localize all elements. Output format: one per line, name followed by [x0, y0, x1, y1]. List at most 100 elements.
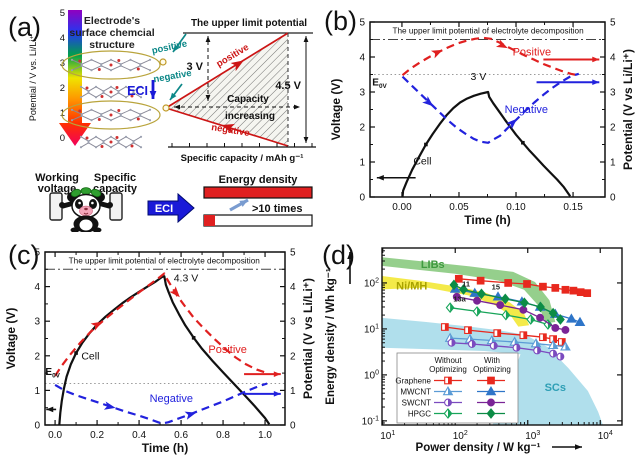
svg-text:0.05: 0.05 [449, 202, 469, 213]
working-voltage-label: voltage [38, 183, 77, 195]
region-libs [382, 257, 556, 324]
svg-text:Voltage (V): Voltage (V) [4, 308, 18, 370]
svg-text:13a: 13a [453, 294, 466, 303]
svg-text:SCs: SCs [545, 382, 566, 394]
svg-text:Cell: Cell [81, 350, 99, 362]
svg-text:2: 2 [34, 351, 40, 362]
svg-text:1.0: 1.0 [258, 430, 272, 441]
svg-text:100: 100 [364, 369, 379, 381]
svg-text:SWCNT: SWCNT [402, 399, 431, 408]
svg-text:Positive: Positive [513, 46, 552, 58]
electrode-structure-label: structure [89, 39, 135, 51]
electrode-structure-label: surface chemcial [69, 27, 154, 39]
svg-text:2: 2 [359, 123, 365, 134]
eci-arrow-icon [147, 192, 195, 224]
eci-arrow-label: ECI [155, 203, 173, 215]
potential-colorbar-arrowhead-icon [59, 123, 91, 146]
svg-text:Cell: Cell [413, 155, 431, 167]
svg-text:0: 0 [359, 193, 365, 204]
svg-text:Voltage (V): Voltage (V) [329, 79, 343, 141]
series-hpgc-without [445, 302, 553, 330]
svg-text:Graphene: Graphene [395, 377, 431, 386]
energy-density-label: Energy density [219, 174, 299, 186]
four-five-v-label: 4.5 V [275, 80, 301, 92]
svg-text:Optimizing: Optimizing [429, 365, 467, 374]
svg-text:Power density / W kg⁻¹: Power density / W kg⁻¹ [416, 442, 541, 454]
svg-text:1: 1 [34, 386, 40, 397]
svg-text:E0V: E0V [372, 78, 387, 91]
svg-text:0.2: 0.2 [90, 430, 104, 441]
specific-capacity-label: Specific [94, 172, 136, 184]
svg-text:Potential (V vs Li/Li⁺): Potential (V vs Li/Li⁺) [301, 278, 315, 399]
svg-text:10-1: 10-1 [362, 415, 379, 427]
svg-text:4: 4 [290, 282, 296, 293]
svg-text:Time (h): Time (h) [142, 441, 188, 455]
svg-text:0: 0 [290, 421, 296, 432]
svg-text:2: 2 [290, 351, 296, 362]
svg-text:1: 1 [359, 158, 365, 169]
working-voltage-label: Working [35, 172, 79, 184]
svg-text:0.4: 0.4 [132, 430, 146, 441]
svg-text:3 V: 3 V [470, 71, 486, 83]
svg-text:4.3 V: 4.3 V [174, 272, 199, 284]
svg-text:1: 1 [610, 158, 616, 169]
svg-text:102: 102 [453, 430, 468, 442]
energy-bar-small [203, 214, 313, 227]
svg-text:101: 101 [364, 323, 379, 335]
energy-bar-small-fill [204, 215, 215, 226]
series-swcnt-with [452, 292, 570, 334]
svg-text:0: 0 [34, 421, 40, 432]
triangle-edge-positive [165, 32, 289, 109]
svg-text:4: 4 [34, 282, 40, 293]
svg-text:5: 5 [290, 248, 296, 259]
svg-text:5: 5 [359, 18, 365, 29]
colorbar-tick: 0 [60, 133, 65, 144]
capacity-triangle-hatched [166, 33, 288, 146]
svg-text:1: 1 [290, 386, 296, 397]
panel-b-axes: 0.00 0.05 0.10 0.15 0 0 1 1 2 2 3 3 4 4 5 5 [359, 18, 616, 214]
molecule-structures [70, 58, 152, 149]
electrode-ellipse-top [61, 50, 161, 80]
svg-text:4: 4 [359, 53, 365, 64]
capacity-label: Capacity [227, 94, 269, 105]
specific-capacity-axis-label: Specific capacity / mAh g⁻¹ [181, 153, 304, 164]
svg-text:0.10: 0.10 [506, 202, 526, 213]
svg-text:Negative: Negative [150, 393, 193, 405]
times-label: >10 times [252, 203, 302, 215]
svg-text:11: 11 [462, 280, 470, 289]
svg-text:5: 5 [34, 248, 40, 259]
svg-text:0.0: 0.0 [48, 430, 62, 441]
panel-b-chart: (b) 0.00 0.05 0.10 0.15 0 0 1 1 2 2 3 3 4 4 5 5 The uppe… [324, 6, 635, 227]
svg-text:Ni/MH: Ni/MH [396, 280, 427, 292]
teal-positive-label: positive [151, 38, 188, 56]
three-v-label: 3 V [186, 61, 203, 73]
colorbar-title: Potential / V vs. Li/Li⁺ [28, 35, 38, 122]
colorbar-tick: 4 [60, 33, 65, 44]
svg-text:The upper limit potential of e: The upper limit potential of electrolyte… [69, 256, 261, 265]
electrode-structure-label: Electrode's [84, 15, 140, 27]
panel-c-chart: (c) 0.0 0.2 0.4 0.6 0.8 1.0 0 0 1 1 2 2 3 3 4 4 5 5 The up… [4, 240, 315, 455]
svg-text:HPGC: HPGC [408, 410, 431, 419]
colorbar-tick: 5 [60, 8, 65, 19]
svg-text:Positive: Positive [208, 344, 247, 356]
svg-text:2: 2 [610, 123, 616, 134]
series-graphene-with [454, 274, 592, 297]
svg-text:0.6: 0.6 [174, 430, 188, 441]
panel-c-label: (c) [8, 240, 39, 270]
upper-limit-label: The upper limit potential [191, 18, 307, 29]
panda-mascot-icon [49, 187, 123, 232]
panel-b-series-cell [401, 90, 572, 198]
svg-text:Potential (V vs Li/Li⁺): Potential (V vs Li/Li⁺) [621, 49, 635, 170]
potential-colorbar [68, 10, 82, 123]
svg-text:Time (h): Time (h) [464, 213, 510, 227]
svg-text:103: 103 [525, 430, 540, 442]
svg-text:101: 101 [380, 430, 395, 442]
panel-c-series-positive [54, 272, 268, 377]
panel-b-series-positive [401, 36, 578, 77]
panel-b-label: (b) [324, 6, 357, 36]
svg-text:3: 3 [359, 88, 365, 99]
node-apex [162, 104, 170, 112]
svg-text:Without: Without [434, 356, 462, 365]
svg-text:104: 104 [598, 430, 613, 442]
series-swcnt-without [447, 338, 565, 361]
